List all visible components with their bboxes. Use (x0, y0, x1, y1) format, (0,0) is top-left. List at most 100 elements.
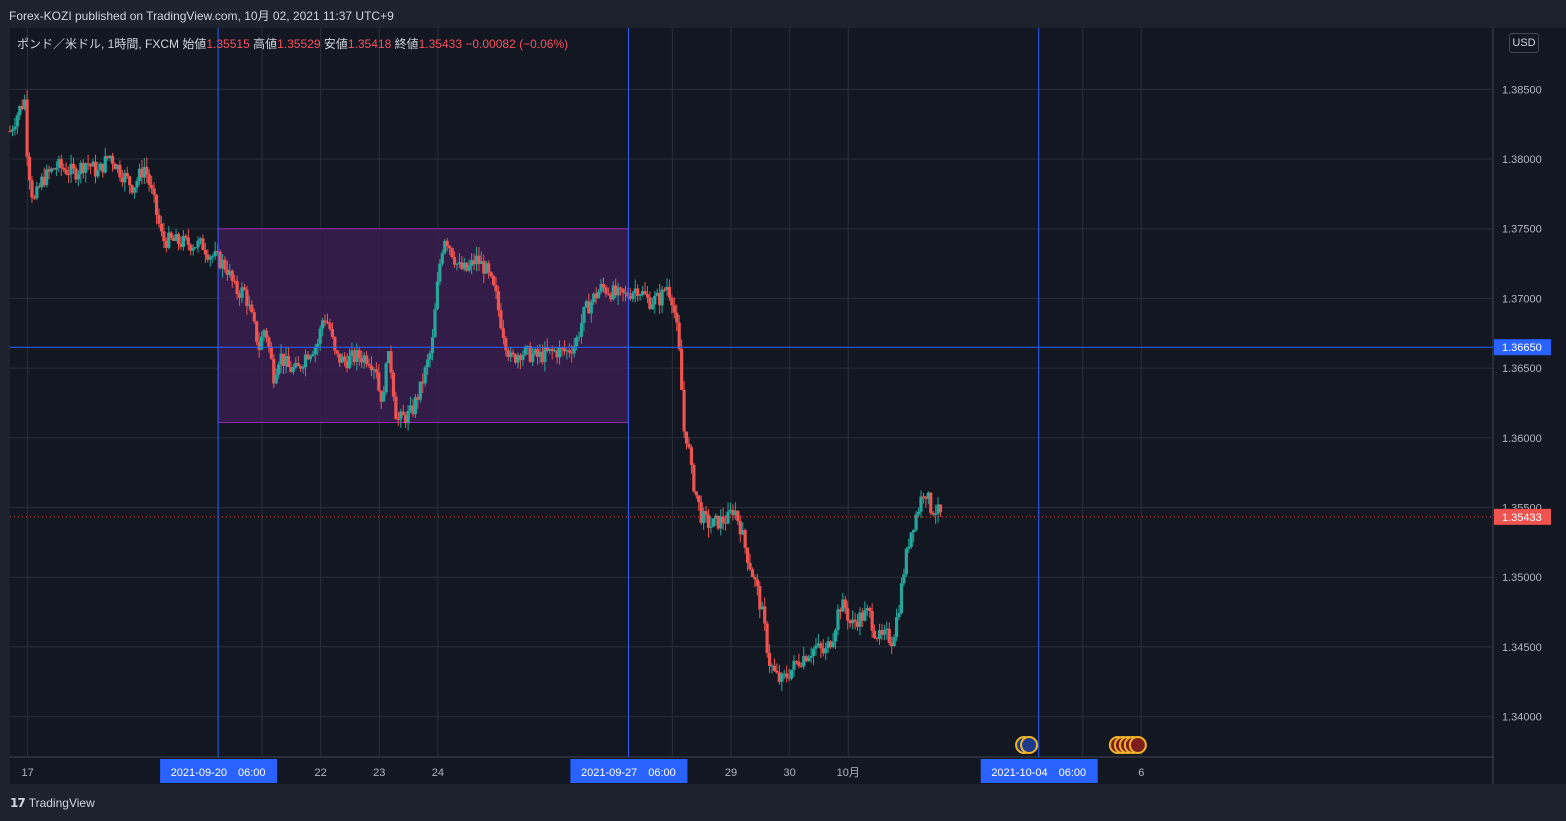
candle-body (20, 105, 24, 109)
candle-body (814, 645, 818, 649)
candle-body (533, 349, 537, 355)
candle-body (416, 397, 420, 400)
candle-body (662, 289, 667, 291)
candle-body (198, 238, 203, 241)
candle-body (618, 287, 623, 289)
candle-body (638, 294, 642, 297)
candle-body (262, 330, 266, 337)
footer-bar (0, 785, 1566, 821)
candle-body (352, 350, 356, 363)
candle-body (491, 276, 496, 286)
candle-body (782, 673, 786, 675)
candle-body (794, 660, 799, 662)
candle-body (511, 352, 515, 355)
candle-body (692, 464, 696, 492)
candle-body (894, 617, 899, 638)
candle-body (169, 232, 173, 239)
uk-flag-icon[interactable] (1128, 736, 1147, 754)
candle-body (758, 585, 762, 610)
candle-body (553, 350, 557, 352)
candle-body (379, 390, 383, 402)
candle-body (386, 351, 391, 364)
candle-body (191, 248, 195, 251)
candle-body (565, 350, 569, 352)
candle-body (345, 361, 349, 369)
candle-body (494, 285, 498, 292)
candle-body (245, 289, 249, 307)
candle-body (96, 170, 100, 177)
candle-body (172, 238, 176, 241)
candle-body (909, 532, 913, 547)
candle-body (787, 677, 791, 679)
candle-body (250, 304, 254, 313)
candle-body (369, 365, 374, 371)
range-box[interactable] (217, 228, 629, 423)
candle-body (186, 237, 190, 245)
candle-body (101, 163, 105, 173)
candle-body (736, 510, 740, 521)
candle-body (545, 347, 549, 351)
candle-body (203, 250, 207, 255)
candle-body (377, 372, 381, 391)
candle-body (296, 362, 300, 366)
candle-body (150, 184, 154, 189)
currency-button[interactable]: USD (1509, 33, 1539, 53)
candle-body (501, 328, 505, 338)
candle-body (406, 410, 410, 424)
candle-body (110, 155, 115, 164)
candle-body (274, 374, 278, 384)
candle-body (609, 294, 613, 300)
candle-body (269, 346, 273, 359)
candle-body (616, 287, 620, 296)
candle-body (584, 301, 588, 307)
candle-body (792, 660, 796, 670)
candle-body (785, 673, 789, 678)
candle-body (142, 166, 146, 178)
candle-body (829, 641, 833, 648)
candle-body (682, 390, 686, 432)
time-tick-label: 6 (1138, 767, 1144, 779)
candle-body (719, 516, 723, 529)
candle-body (59, 159, 63, 168)
candle-body (330, 328, 334, 337)
time-tick-label: 29 (725, 767, 737, 779)
price-axis[interactable] (1493, 28, 1566, 784)
price-chart[interactable]: 1.38500 1.38000 1.37500 1.37000 1.36500 1.360… (0, 0, 1566, 785)
candle-body (25, 99, 29, 157)
candle-body (364, 355, 369, 364)
candle-body (631, 292, 635, 299)
candle-body (81, 162, 85, 173)
candle-body (513, 354, 518, 363)
candle-body (745, 547, 750, 563)
candle-body (286, 355, 291, 367)
candle-body (413, 397, 418, 415)
candle-body (435, 281, 440, 310)
candle-body (687, 443, 691, 448)
candle-body (865, 608, 869, 611)
candle-body (728, 509, 733, 512)
candle-body (84, 163, 88, 173)
candle-body (916, 511, 921, 515)
candle-body (904, 548, 908, 575)
candle-body (650, 304, 654, 309)
candle-body (755, 579, 759, 586)
candle-body (423, 367, 427, 384)
candle-body (704, 511, 708, 515)
candle-body (318, 328, 322, 344)
price-tick-label: 1.36500 (1502, 363, 1542, 375)
candle-body (157, 214, 161, 224)
candle-body (821, 648, 825, 654)
candle-body (699, 502, 703, 523)
candle-body (763, 606, 767, 624)
change-value: −0.00082 (−0.06%) (465, 37, 569, 51)
time-marker-label: 2021-09-20 06:00 (171, 767, 266, 779)
candle-body (914, 514, 918, 530)
candle-body (924, 496, 928, 499)
candle-body (201, 238, 205, 251)
candle-body (452, 257, 457, 265)
candle-body (929, 492, 933, 513)
us-flag-icon[interactable] (1020, 736, 1039, 754)
candle-body (418, 381, 422, 400)
tradingview-logo[interactable]: 𝟭𝟳 TradingView (10, 796, 95, 810)
candle-body (384, 363, 388, 393)
